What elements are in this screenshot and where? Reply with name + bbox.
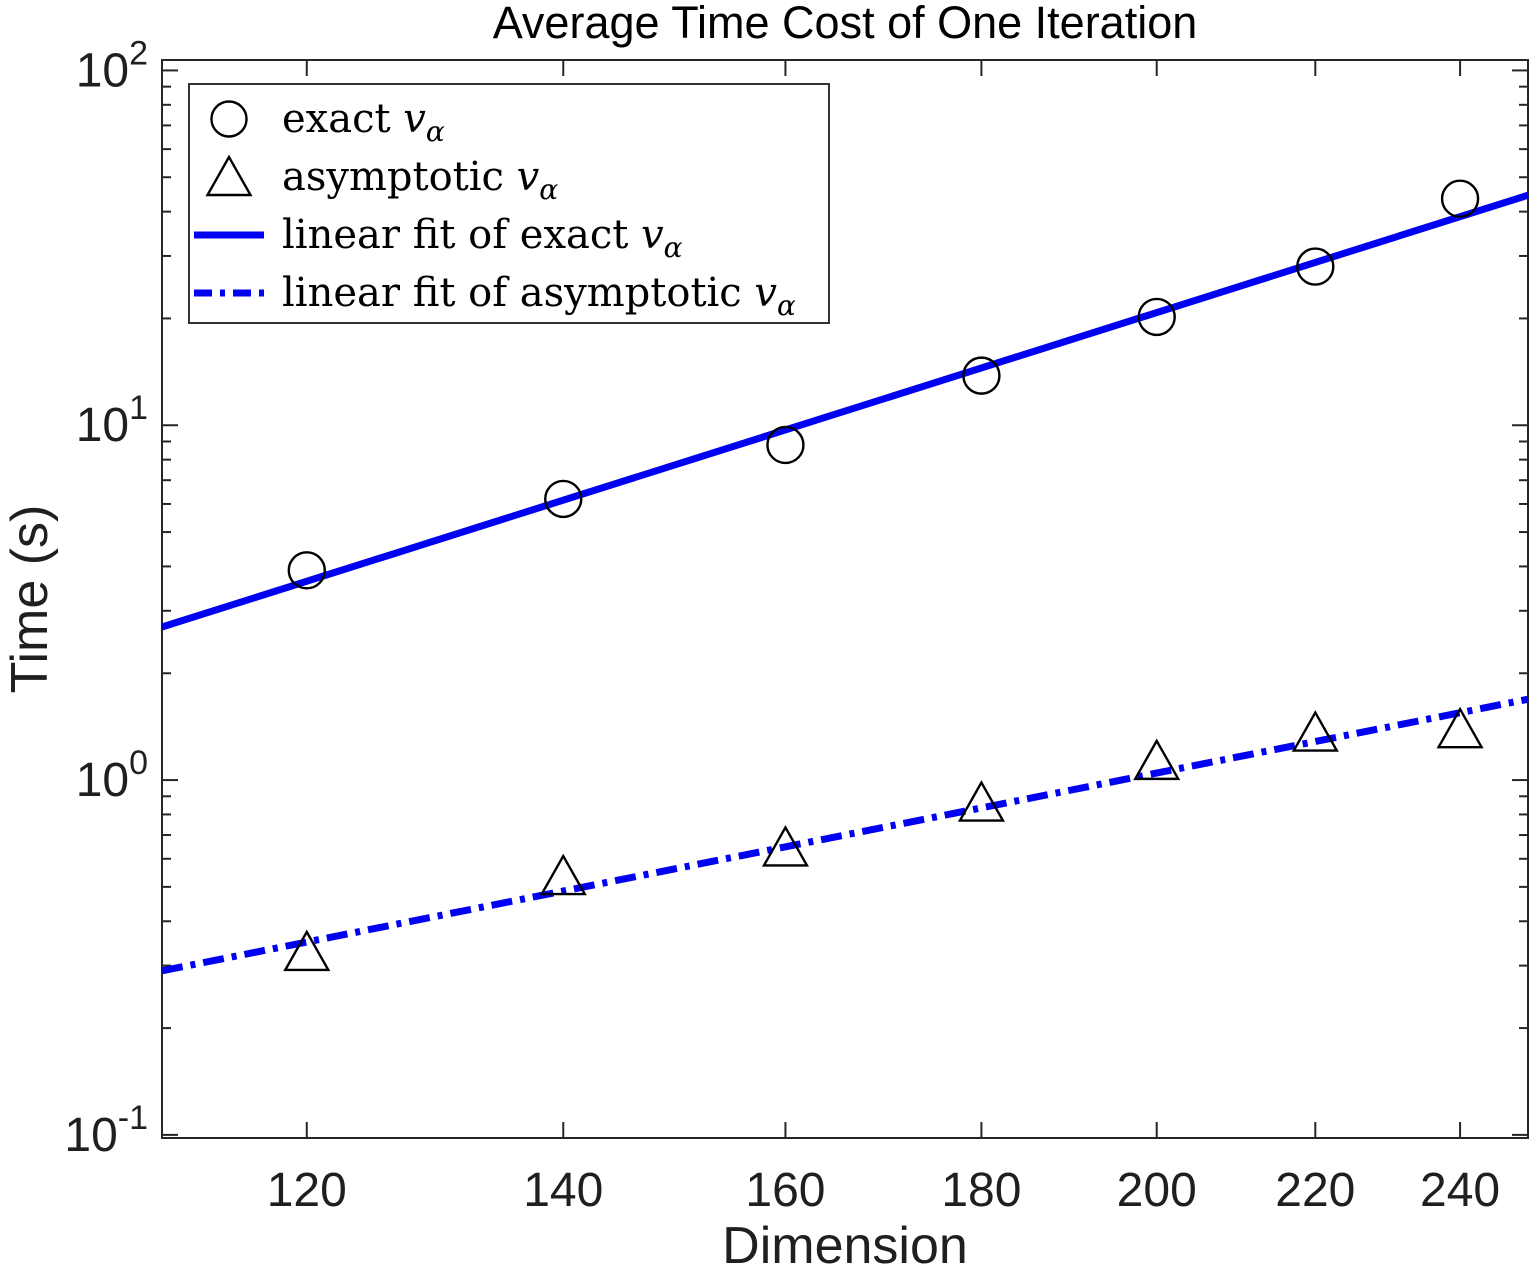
x-tick-label: 240 <box>1420 1164 1500 1217</box>
y-tick-label: 100 <box>76 744 148 807</box>
axis-box <box>161 59 1529 1139</box>
marker-circle <box>1296 247 1335 286</box>
marker-circle <box>287 551 326 590</box>
marker-circle <box>962 356 1001 395</box>
triangle-marker-icon <box>205 154 253 197</box>
marker-circle <box>544 479 583 519</box>
marker-triangle <box>761 825 809 867</box>
y-tick-label: 102 <box>76 34 148 97</box>
x-axis-label: Dimension <box>722 1217 968 1270</box>
x-tick-label: 180 <box>941 1164 1021 1217</box>
legend-item-fit-asymptotic: linear fit of asymptotic vα <box>190 264 828 322</box>
legend-item-fit-exact: linear fit of exact vα <box>190 206 828 264</box>
marker-circle <box>1137 297 1176 337</box>
x-tick-label: 220 <box>1275 1164 1355 1217</box>
solid-line-icon <box>194 231 264 239</box>
marker-triangle <box>1133 738 1181 781</box>
x-tick-label: 160 <box>745 1164 825 1217</box>
marker-circle <box>766 425 805 465</box>
marker-triangle <box>283 929 331 972</box>
dashdot-line-icon <box>194 289 264 297</box>
marker-triangle <box>1291 710 1339 752</box>
marker-triangle <box>957 780 1005 822</box>
chart-title: Average Time Cost of One Iteration <box>492 0 1198 48</box>
x-tick-label: 140 <box>523 1164 603 1217</box>
legend-item-exact: exact vα <box>190 90 828 148</box>
legend: exact vα asymptotic vα linear fit of exa… <box>188 83 830 324</box>
legend-label: linear fit of asymptotic vα <box>282 270 796 322</box>
marker-triangle <box>1436 706 1484 749</box>
x-tick-label: 120 <box>267 1164 347 1217</box>
legend-item-asymptotic: asymptotic vα <box>190 148 828 206</box>
legend-label: linear fit of exact vα <box>282 212 683 264</box>
fit-line-solid <box>160 191 1530 631</box>
y-tick-label: 101 <box>76 389 148 452</box>
fit-line-dashdot <box>161 695 1529 975</box>
x-tick-label: 200 <box>1117 1164 1197 1217</box>
circle-marker-icon <box>210 100 248 138</box>
legend-label: asymptotic vα <box>282 154 559 206</box>
legend-label: exact vα <box>282 96 445 148</box>
marker-circle <box>1440 179 1480 218</box>
marker-triangle <box>539 853 587 896</box>
y-tick-label: 10-1 <box>64 1099 148 1162</box>
